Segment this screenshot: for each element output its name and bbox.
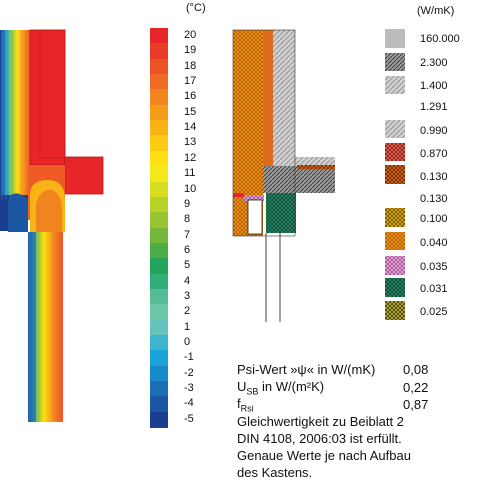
temperature-tick-label: 17 [184, 75, 197, 88]
temperature-swatch [150, 304, 168, 321]
temperature-tick-label: 12 [184, 151, 197, 164]
temperature-tick-label: 8 [184, 213, 191, 226]
psi-label: Psi-Wert »ψ« in W/(mK) [237, 362, 376, 377]
temperature-tick-label: 4 [184, 274, 191, 287]
conductivity-label: 0.035 [420, 261, 448, 273]
material-swatches [385, 29, 405, 320]
temperature-swatch [150, 89, 168, 106]
frsi-value: 0,87 [403, 397, 429, 412]
temperature-tick-label: 5 [184, 259, 191, 272]
temperature-swatch [150, 396, 168, 413]
temperature-tick-label: 0 [184, 336, 191, 348]
temperature-tick-label: 1 [184, 320, 191, 333]
conductivity-label: 1.400 [420, 80, 448, 92]
conductivity-label: 0.031 [420, 283, 448, 295]
conductivity-label: 0.870 [420, 148, 448, 160]
temperature-tick-label: 6 [184, 243, 191, 256]
temperature-swatch [150, 227, 168, 244]
conductivity-label: 0.130 [420, 171, 448, 183]
temperature-swatch [150, 58, 168, 75]
temperature-swatch [150, 258, 168, 275]
note-line-2: DIN 4108, 2006:03 ist erfüllt. [237, 431, 402, 446]
temperature-tick-label: 18 [184, 59, 197, 72]
temperature-swatch [150, 212, 168, 229]
temperature-tick-label: 19 [184, 44, 197, 57]
temperature-tick-label: 13 [184, 136, 197, 149]
temperature-swatch [150, 335, 168, 351]
conductivity-unit-label: (W/mK) [417, 5, 455, 17]
temperature-swatch [150, 196, 168, 213]
note-line-4: des Kastens. [237, 465, 313, 480]
frsi-label: fRsi [237, 396, 254, 414]
temperature-swatch [150, 288, 168, 305]
conductivity-label: 0.040 [420, 237, 448, 249]
conductivity-label: 160.000 [420, 33, 460, 45]
temperature-swatch [150, 350, 168, 367]
temperature-swatch [150, 104, 168, 121]
temperature-swatch [150, 411, 168, 428]
temperature-swatch [150, 242, 168, 259]
temperature-tick-label: 20 [184, 29, 197, 41]
temperature-swatch [150, 43, 168, 60]
psi-value: 0,08 [403, 362, 429, 377]
temperature-tick-label: 9 [184, 197, 191, 210]
temperature-swatch [150, 74, 168, 91]
usb-label: USB in W/(m²K) [237, 379, 325, 397]
conductivity-label: 0.130 [420, 193, 448, 205]
temperature-swatch [150, 365, 168, 382]
conductivity-label: 1.291 [420, 101, 448, 113]
temperature-tick-label: 3 [184, 289, 191, 302]
temperature-swatch [150, 150, 168, 167]
usb-value: 0,22 [403, 380, 429, 395]
temperature-tick-label: -2 [184, 366, 194, 379]
temperature-tick-label: 16 [184, 90, 197, 103]
temperature-tick-label: -5 [184, 412, 194, 425]
note-line-1: Gleichwertigkeit zu Beiblatt 2 [237, 414, 404, 429]
temperature-tick-label: 10 [184, 182, 197, 195]
conductivity-label: 2.300 [420, 57, 448, 69]
temperature-swatch [150, 166, 168, 183]
temperature-tick-label: 15 [184, 105, 197, 118]
temperature-unit-label: (°C) [186, 2, 206, 14]
temperature-tick-label: 7 [184, 228, 191, 241]
temperature-tick-label: 2 [184, 305, 191, 318]
material-drawing [232, 29, 335, 322]
temperature-tick-label: -4 [184, 397, 194, 410]
temperature-swatch [150, 381, 168, 398]
temperature-swatch [150, 28, 168, 44]
conductivity-label: 0.025 [420, 306, 448, 318]
temperature-swatch [150, 319, 168, 336]
temperature-swatch [150, 120, 168, 137]
isotherm-drawing [0, 29, 104, 422]
conductivity-label: 0.100 [420, 213, 448, 225]
temperature-tick-label: 14 [184, 121, 197, 134]
temperature-tick-label: -3 [184, 382, 194, 395]
temperature-tick-label: -1 [184, 351, 194, 364]
temperature-tick-label: 11 [184, 167, 196, 180]
temperature-swatch [150, 135, 168, 152]
temperature-swatch [150, 181, 168, 198]
temperature-swatch [150, 273, 168, 290]
conductivity-label: 0.990 [420, 125, 448, 137]
note-line-3: Genaue Werte je nach Aufbau [237, 448, 411, 463]
